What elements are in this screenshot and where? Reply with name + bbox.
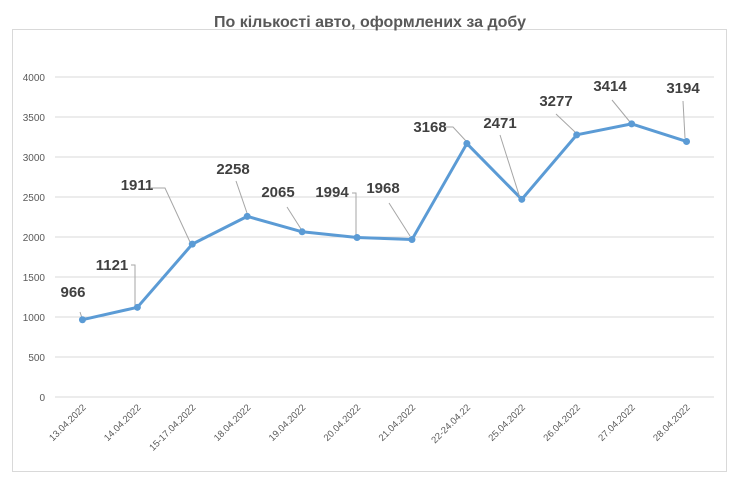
leader-line bbox=[286, 206, 302, 230]
leader-line bbox=[499, 134, 521, 199]
y-tick-label: 0 bbox=[39, 393, 45, 404]
y-tick-label: 1000 bbox=[23, 313, 46, 324]
x-tick-label: 21.04.2022 bbox=[377, 402, 418, 443]
x-tick-label: 25.04.2022 bbox=[487, 402, 528, 443]
data-label: 1968 bbox=[366, 180, 399, 197]
data-point-marker bbox=[573, 131, 581, 139]
data-label: 1911 bbox=[121, 177, 154, 194]
data-point-marker bbox=[133, 303, 141, 311]
leader-line bbox=[235, 180, 248, 214]
x-tick-label: 18.04.2022 bbox=[212, 402, 253, 443]
data-point-marker bbox=[408, 236, 416, 244]
data-label: 3168 bbox=[413, 119, 446, 136]
data-point-marker bbox=[463, 140, 471, 148]
data-point-marker bbox=[628, 120, 636, 128]
data-label: 3414 bbox=[593, 78, 627, 95]
leader-line bbox=[352, 192, 357, 235]
data-label: 3277 bbox=[539, 93, 572, 110]
data-point-marker bbox=[353, 233, 361, 241]
data-label: 3194 bbox=[666, 80, 700, 97]
x-tick-label: 22-24.04.22 bbox=[429, 402, 473, 446]
leader-line bbox=[388, 202, 411, 237]
data-label: 1121 bbox=[96, 257, 129, 274]
y-tick-label: 3500 bbox=[23, 113, 46, 124]
data-label: 1994 bbox=[315, 184, 349, 201]
x-tick-label: 13.04.2022 bbox=[47, 402, 88, 443]
y-tick-label: 500 bbox=[28, 353, 45, 364]
y-tick-label: 1500 bbox=[23, 273, 46, 284]
y-tick-label: 3000 bbox=[23, 153, 46, 164]
x-tick-label: 14.04.2022 bbox=[102, 402, 143, 443]
data-point-marker bbox=[78, 316, 86, 324]
x-tick-label: 20.04.2022 bbox=[322, 402, 363, 443]
x-tick-label: 26.04.2022 bbox=[541, 402, 582, 443]
data-point-marker bbox=[298, 228, 306, 236]
leader-line bbox=[555, 113, 576, 133]
leader-line bbox=[151, 187, 191, 243]
data-point-marker bbox=[188, 240, 196, 248]
data-point-marker bbox=[683, 137, 691, 145]
y-tick-label: 2000 bbox=[23, 233, 46, 244]
chart-title: По кількості авто, оформлених за добу bbox=[214, 14, 526, 31]
y-tick-label: 4000 bbox=[23, 73, 46, 84]
data-label: 2258 bbox=[216, 161, 249, 178]
x-tick-label: 28.04.2022 bbox=[651, 402, 692, 443]
x-tick-label: 15-17.04.2022 bbox=[147, 402, 198, 453]
leader-line bbox=[446, 126, 467, 142]
data-label: 2471 bbox=[483, 115, 516, 132]
x-tick-label: 19.04.2022 bbox=[267, 402, 308, 443]
chart-frame bbox=[12, 29, 727, 472]
data-label: 2065 bbox=[261, 184, 294, 201]
x-tick-label: 27.04.2022 bbox=[596, 402, 637, 443]
y-tick-label: 2500 bbox=[23, 193, 46, 204]
data-point-marker bbox=[243, 212, 251, 220]
data-label: 966 bbox=[60, 284, 85, 301]
leader-line bbox=[611, 99, 631, 123]
data-point-marker bbox=[518, 195, 526, 203]
leader-line bbox=[131, 264, 136, 306]
leader-line bbox=[682, 100, 686, 139]
series-line bbox=[82, 122, 687, 322]
